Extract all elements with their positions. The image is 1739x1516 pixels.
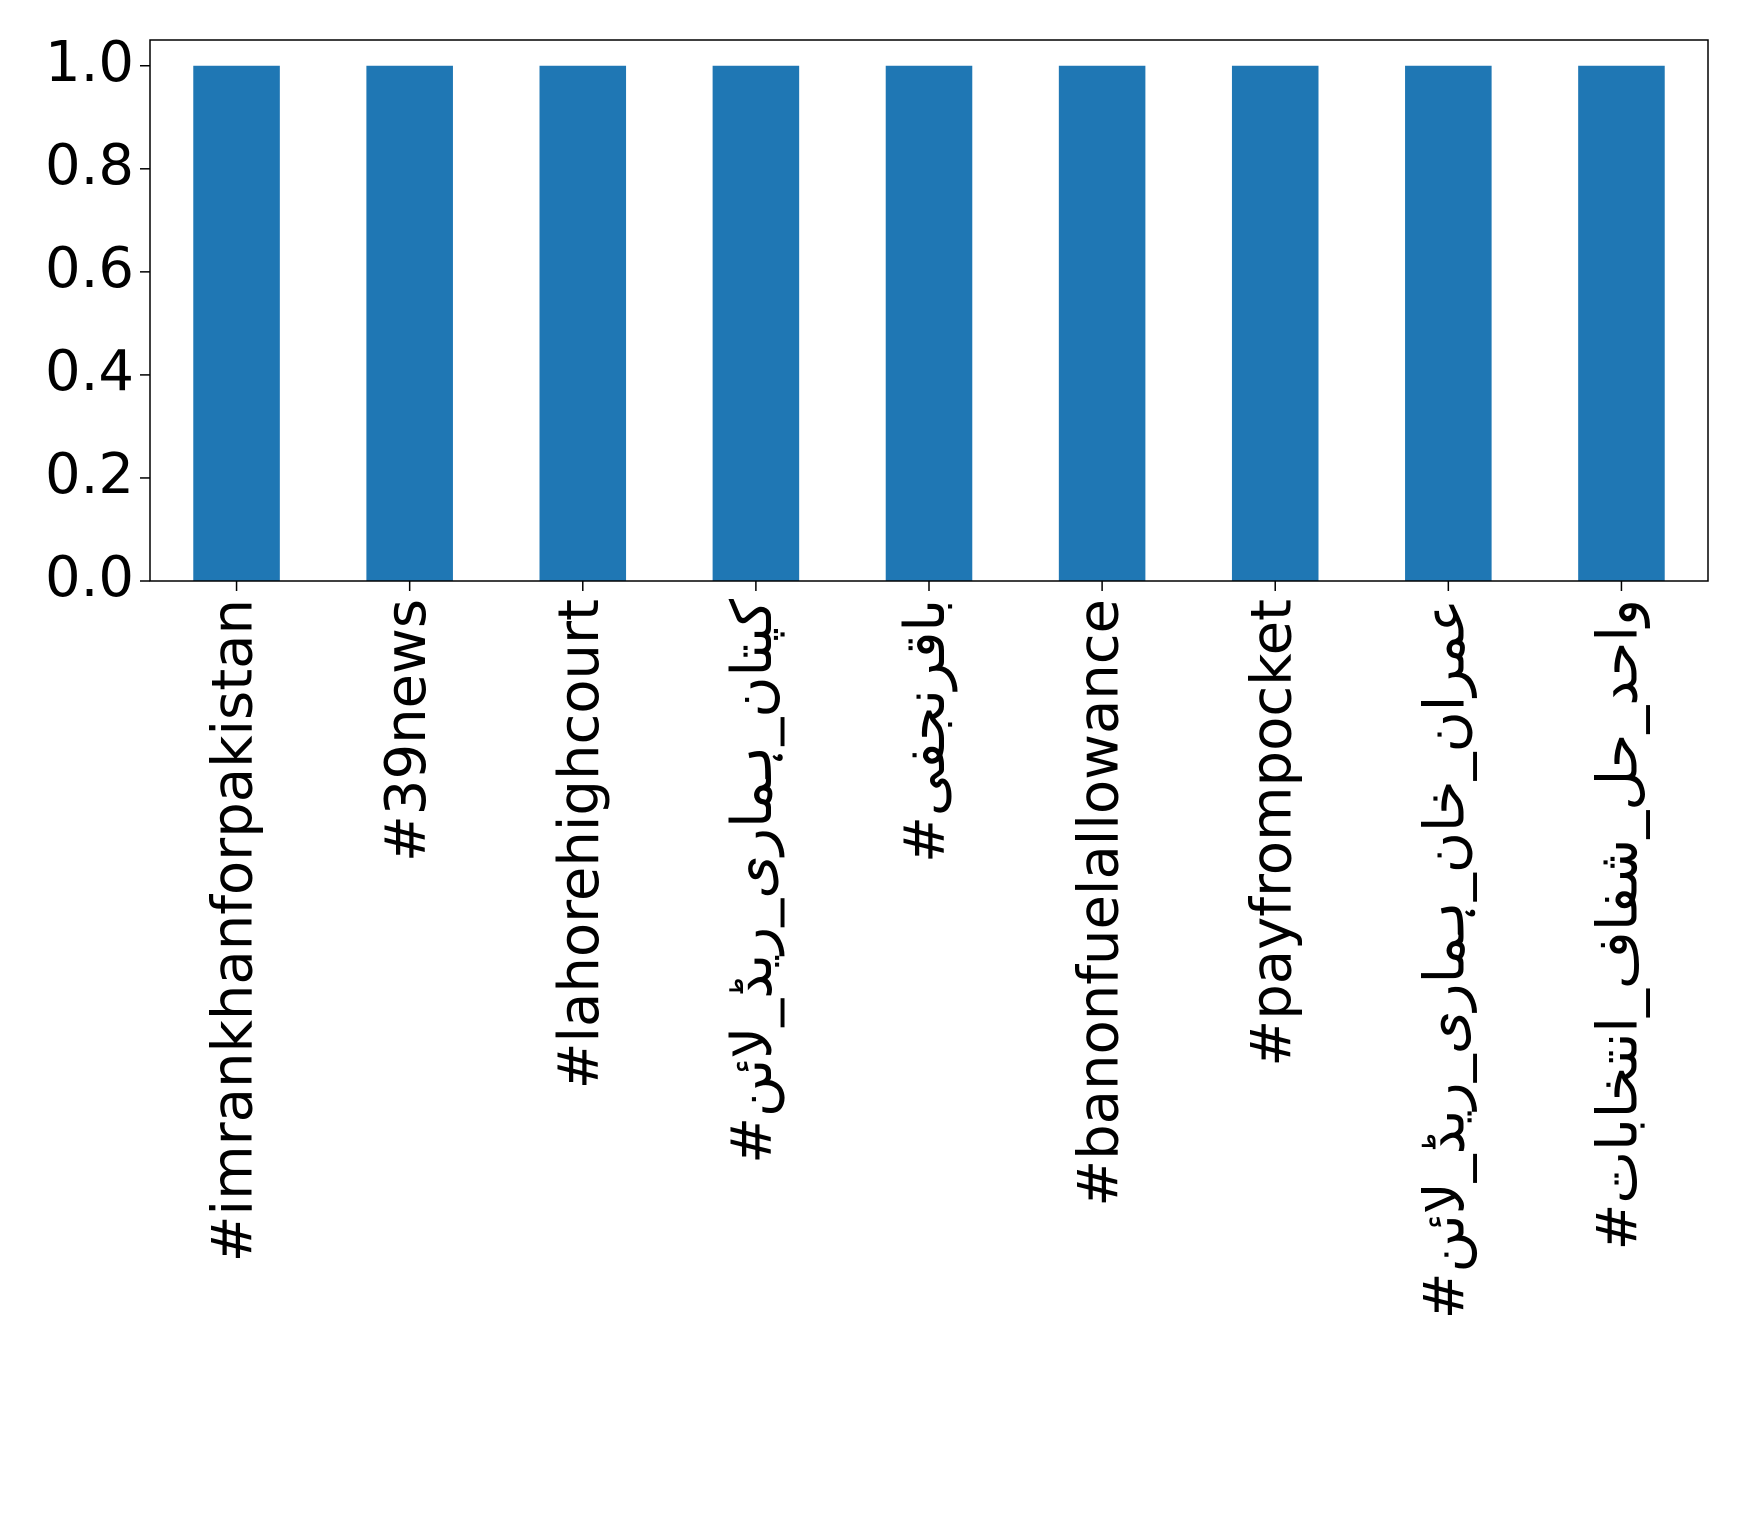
bar [712,65,800,581]
x-tick-label: #lahorehighcourt [547,599,612,1089]
y-tick-label: 1.0 [45,30,134,95]
y-tick-label: 0.0 [45,545,134,610]
bar [539,65,627,581]
bar [885,65,973,581]
x-tick-label: #banonfuelallowance [1066,599,1131,1207]
x-tick-label: #باقرنجفی [893,599,958,863]
bar [1058,65,1146,581]
bar [1578,65,1665,581]
x-tick-label: #کپتان_ہماری_ریڈ_لائن [720,599,785,1164]
bar [1231,65,1319,581]
y-tick-label: 0.6 [45,236,134,301]
x-tick-label: #payfrompocket [1239,599,1304,1067]
y-tick-label: 0.4 [45,339,134,404]
bar [193,65,280,581]
x-tick-label: #عمران_خان_ہماری_ریڈ_لائن [1412,599,1477,1319]
bar [366,65,453,581]
y-tick-label: 0.2 [45,442,134,507]
x-tick-label: #واحد_حل_شفاف_انتخابات [1586,599,1651,1251]
x-tick-label: #imrankhanforpakistan [201,599,266,1262]
y-tick-label: 0.8 [45,133,134,198]
bar [1405,65,1492,581]
x-tick-label: #39news [374,599,439,862]
plot-frame [149,39,1709,582]
